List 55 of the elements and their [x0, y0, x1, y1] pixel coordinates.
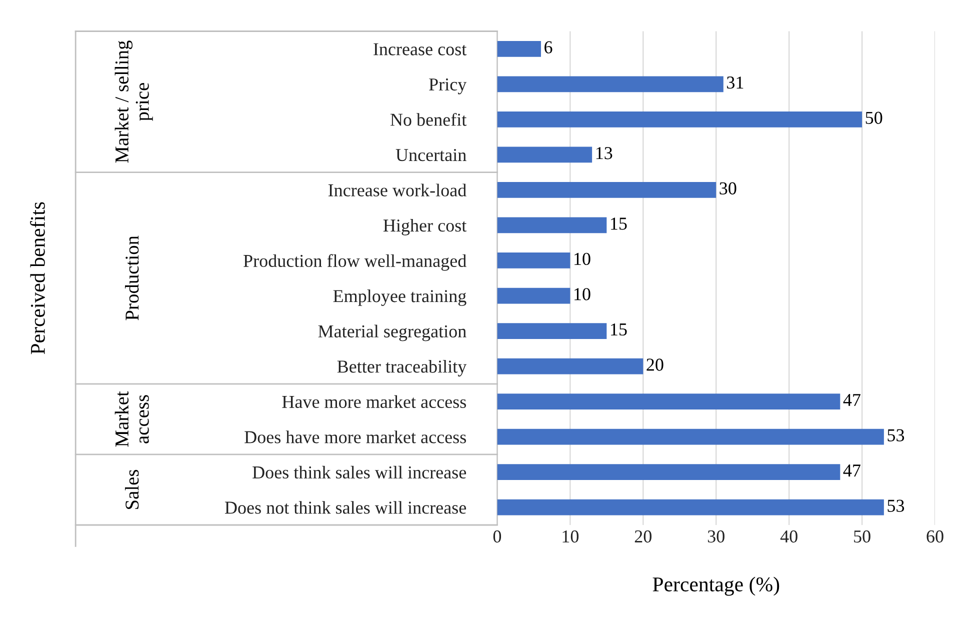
data-label: 20	[646, 358, 664, 371]
bar	[497, 428, 884, 445]
x-axis-title: Percentage (%)	[652, 576, 780, 596]
x-tick-label: 0	[493, 530, 502, 543]
data-label: 50	[866, 112, 882, 124]
y-tick-label: Does not think sales will increase	[224, 501, 466, 514]
y-tick-label: Higher cost	[383, 218, 467, 236]
y-tick-label: Increase cost	[374, 43, 467, 56]
y-tick-label: Material segregation	[318, 324, 466, 342]
y-tick-label: Have more market access	[282, 395, 466, 408]
x-tick-label: 40	[780, 530, 798, 543]
x-tick-label: 60	[926, 530, 944, 543]
bar	[497, 40, 541, 57]
bar	[497, 464, 840, 480]
data-label: 30	[720, 182, 736, 194]
x-tick-label: 10	[562, 530, 579, 543]
text: Production	[125, 236, 139, 320]
y-tick-label: Employee training	[333, 289, 466, 306]
data-label: 10	[574, 288, 590, 300]
y-tick-label: Does have more market access	[244, 430, 466, 444]
x-tick-label: 50	[854, 530, 870, 543]
data-label: 13	[596, 147, 612, 160]
bar	[497, 323, 607, 339]
bar	[497, 182, 716, 198]
bar	[497, 146, 592, 163]
bar	[497, 499, 884, 516]
y-tick-label: Increase work-load	[328, 184, 466, 196]
y-tick-label: Production flow well-managed	[244, 254, 466, 271]
data-label: 31	[727, 76, 744, 89]
text: Market access	[114, 391, 149, 447]
bar	[497, 76, 724, 92]
bar	[497, 358, 644, 374]
bar	[497, 111, 862, 128]
data-label: 53	[888, 429, 904, 442]
bar	[497, 252, 570, 268]
y-tick-label: Uncertain	[396, 148, 466, 162]
data-label: 15	[611, 218, 627, 230]
bar	[497, 288, 570, 304]
data-label: 15	[611, 323, 627, 336]
text: Perceived benefits	[30, 202, 45, 354]
text: Sales	[125, 470, 139, 509]
data-label: 53	[888, 500, 904, 512]
x-tick-label: 30	[708, 530, 724, 543]
y-tick-label: No benefit	[390, 112, 467, 126]
bar	[497, 217, 607, 234]
data-label: 47	[843, 394, 860, 406]
data-label: 10	[574, 252, 590, 266]
data-label: 47	[843, 464, 860, 476]
y-tick-label: Does think sales will increase	[252, 466, 466, 479]
data-label: 6	[544, 41, 552, 54]
y-tick-label: Pricy	[429, 78, 467, 94]
x-tick-label: 20	[634, 530, 652, 543]
text: Market / selling price	[114, 40, 153, 163]
bar	[497, 394, 840, 410]
y-tick-label: Better traceability	[337, 360, 467, 376]
